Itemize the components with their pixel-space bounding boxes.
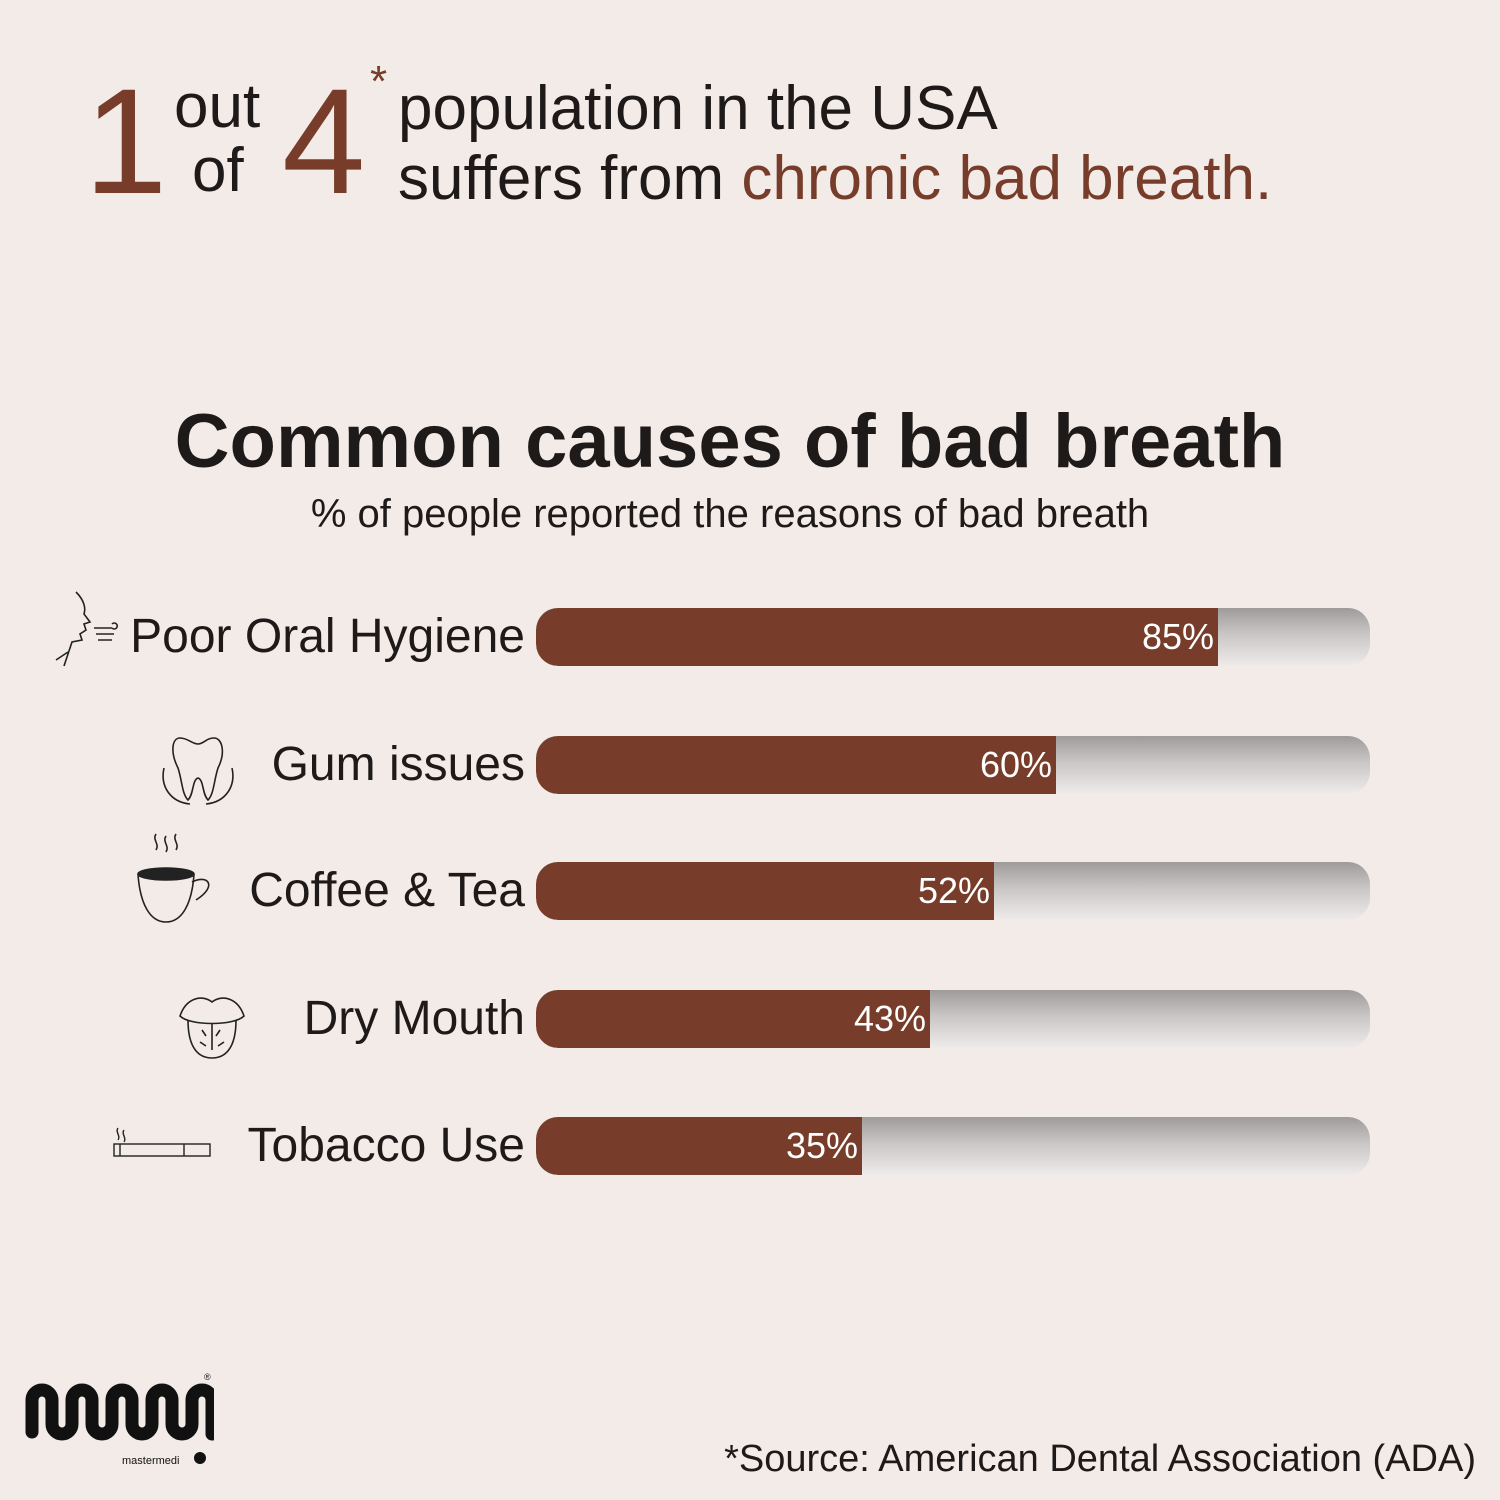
headline-number-1: 1 (84, 57, 168, 225)
bar-label: Poor Oral Hygiene (130, 610, 525, 663)
tongue-mouth-icon (179, 997, 245, 1059)
svg-text:®: ® (204, 1372, 211, 1382)
bar-value-label: 35% (785, 1125, 858, 1166)
headline-line2-accent: chronic bad breath. (741, 144, 1273, 213)
bar-row: Gum issues 60% (0, 736, 1500, 805)
coffee-cup-icon (137, 833, 210, 923)
cigarette-icon (113, 1127, 211, 1157)
bar-track: 52% (536, 862, 1370, 920)
headline-line2-prefix: suffers from (398, 144, 742, 213)
bar-fill: 85% (536, 608, 1218, 666)
bar-fill: 60% (536, 736, 1056, 794)
bar-value-label: 52% (917, 870, 990, 911)
bar-track: 43% (536, 990, 1370, 1048)
bar-fill: 43% (536, 990, 930, 1048)
bar-value-label: 60% (979, 744, 1052, 785)
tooth-icon (162, 737, 234, 805)
headline-of: of (192, 136, 244, 205)
headline-asterisk: * (370, 57, 388, 106)
headline-number-4: 4 (282, 57, 366, 225)
mastermedi-logo-icon: mastermedi ® (25, 1372, 219, 1467)
bar-label: Gum issues (271, 738, 525, 791)
headline-line2: suffers from chronic bad breath. (398, 148, 1272, 210)
bar-row: Dry Mouth 43% (0, 990, 1500, 1059)
bar-row: Coffee & Tea 52% (0, 833, 1500, 923)
bar-track: 85% (536, 608, 1370, 666)
breath-face-icon (55, 591, 119, 667)
bar-value-label: 43% (853, 998, 926, 1039)
bar-label: Tobacco Use (247, 1119, 525, 1172)
brand-logo: mastermedi ® (24, 1372, 219, 1471)
headline-line1: population in the USA (398, 74, 998, 143)
chart-title: Common causes of bad breath (174, 399, 1286, 484)
logo-text: mastermedi (122, 1455, 179, 1466)
headline-out: out (174, 72, 261, 141)
bar-fill: 35% (536, 1117, 862, 1175)
bar-label: Coffee & Tea (249, 864, 525, 917)
chart-subtitle: % of people reported the reasons of bad … (310, 492, 1150, 536)
bar-row: Tobacco Use 35% (0, 1117, 1500, 1175)
bar-value-label: 85% (1141, 616, 1214, 657)
source-note: *Source: American Dental Association (AD… (724, 1438, 1476, 1480)
bar-track: 60% (536, 736, 1370, 794)
bar-fill: 52% (536, 862, 994, 920)
bar-track: 35% (536, 1117, 1370, 1175)
bar-label: Dry Mouth (303, 992, 525, 1045)
bar-row: Poor Oral Hygiene 85% (0, 591, 1500, 667)
